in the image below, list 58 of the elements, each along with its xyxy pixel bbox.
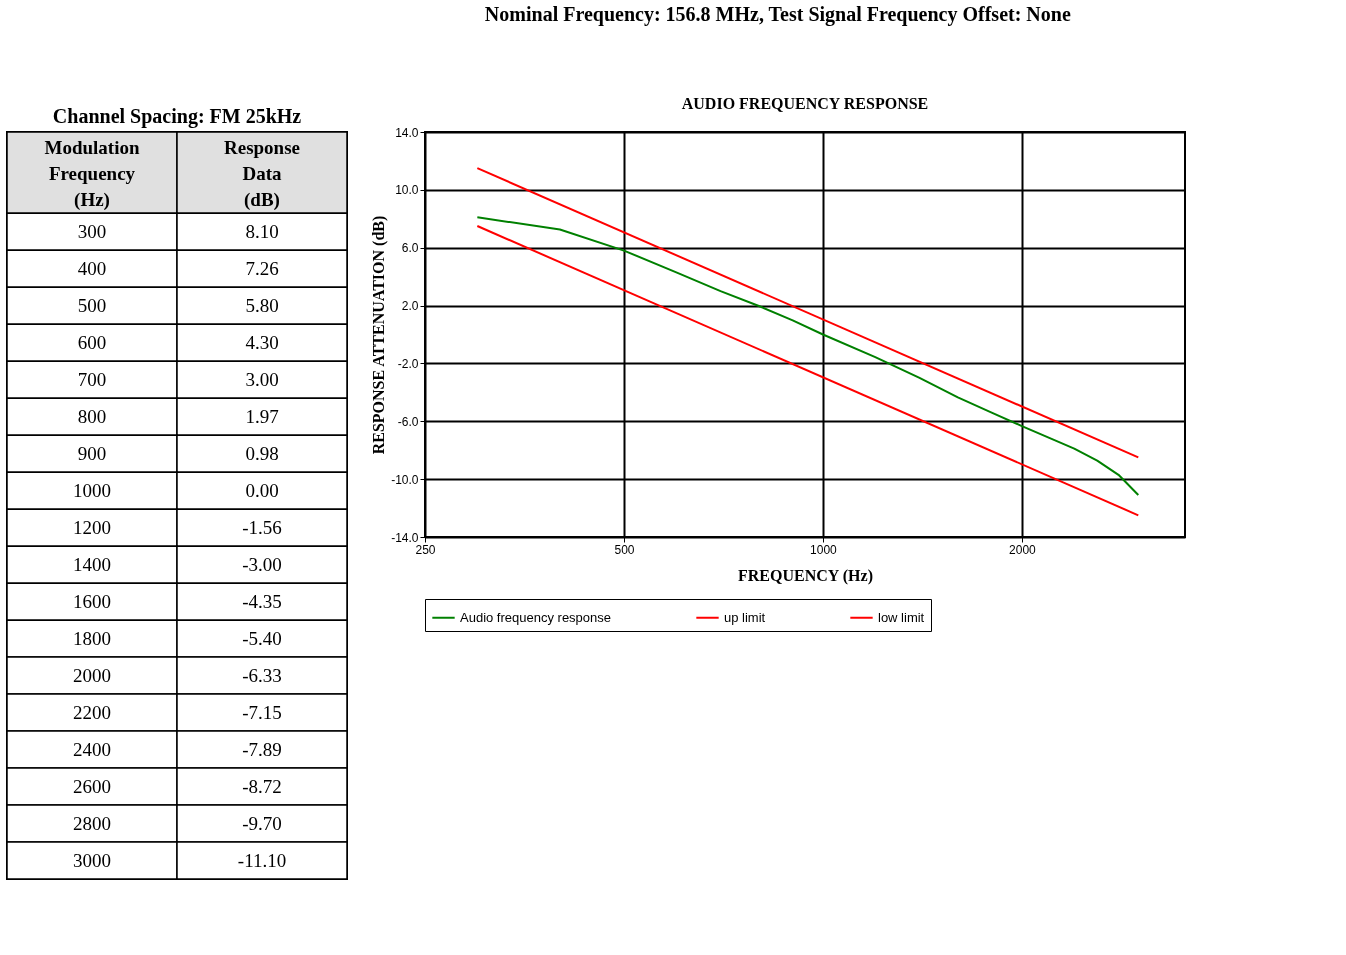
text: 3000 xyxy=(73,849,111,871)
text: 2400 xyxy=(73,738,111,760)
chart-title: Nominal Frequency: 156.8 MHz, Test Signal Frequency Offset: None xyxy=(484,3,1071,26)
text: -6.33 xyxy=(242,664,282,686)
text: 600 xyxy=(77,331,107,353)
text: 1400 xyxy=(73,553,111,575)
text: 900 xyxy=(77,442,107,464)
text: 1800 xyxy=(73,627,111,649)
text: -4.35 xyxy=(242,590,282,612)
text: 7.26 xyxy=(245,257,279,279)
text: 5.80 xyxy=(245,294,279,316)
text: 800 xyxy=(77,405,107,427)
legend-label: up limit xyxy=(724,609,766,625)
text: 300 xyxy=(77,220,107,242)
text: 500 xyxy=(77,294,107,316)
text: 1.97 xyxy=(245,405,279,427)
legend-label: low limit xyxy=(878,609,925,625)
text: 3.00 xyxy=(245,368,279,390)
x-tick-label: 1000 xyxy=(810,542,838,557)
text: 2200 xyxy=(73,701,111,723)
text: 0.00 xyxy=(245,479,279,501)
y-tick-label: 2.0 xyxy=(401,299,419,314)
text: -9.70 xyxy=(242,812,282,834)
y-tick-label: -14.0 xyxy=(391,530,419,545)
text: -7.89 xyxy=(242,738,282,760)
text: 1200 xyxy=(73,516,111,538)
text: 2000 xyxy=(73,664,111,686)
y-tick-label: -2.0 xyxy=(397,356,419,371)
y-tick-label: 10.0 xyxy=(395,183,419,198)
x-tick-label: 2000 xyxy=(1009,542,1037,557)
text: 8.10 xyxy=(245,220,279,242)
y-axis-title: RESPONSE ATTENUATION (dB) xyxy=(370,215,389,455)
x-axis-title: FREQUENCY (Hz) xyxy=(738,566,873,585)
text: 2600 xyxy=(73,775,111,797)
x-tick-label: 250 xyxy=(415,542,436,557)
text: 1600 xyxy=(73,590,111,612)
text: Modulation Frequency (Hz) xyxy=(44,137,140,212)
text: -7.15 xyxy=(242,701,282,723)
text: -8.72 xyxy=(242,775,282,797)
y-tick-label: -6.0 xyxy=(397,414,419,429)
text: -1.56 xyxy=(242,516,282,538)
y-tick-label: -10.0 xyxy=(391,472,419,487)
text: 2800 xyxy=(73,812,111,834)
y-tick-label: 14.0 xyxy=(395,125,419,140)
legend-label: Audio frequency response xyxy=(460,609,612,625)
text: 4.30 xyxy=(245,331,279,353)
text: -3.00 xyxy=(242,553,282,575)
text: 700 xyxy=(77,368,107,390)
text: 0.98 xyxy=(245,442,279,464)
text: -5.40 xyxy=(242,627,282,649)
x-tick-label: 500 xyxy=(614,542,635,557)
y-tick-label: 6.0 xyxy=(401,241,419,256)
text: -11.10 xyxy=(237,849,287,871)
text: 400 xyxy=(77,257,107,279)
text: Channel Spacing: FM 25kHz xyxy=(52,105,302,129)
text: 1000 xyxy=(73,479,111,501)
chart-subtitle: AUDIO FREQUENCY RESPONSE xyxy=(681,95,929,112)
text: Response Data (dB) xyxy=(223,137,301,212)
